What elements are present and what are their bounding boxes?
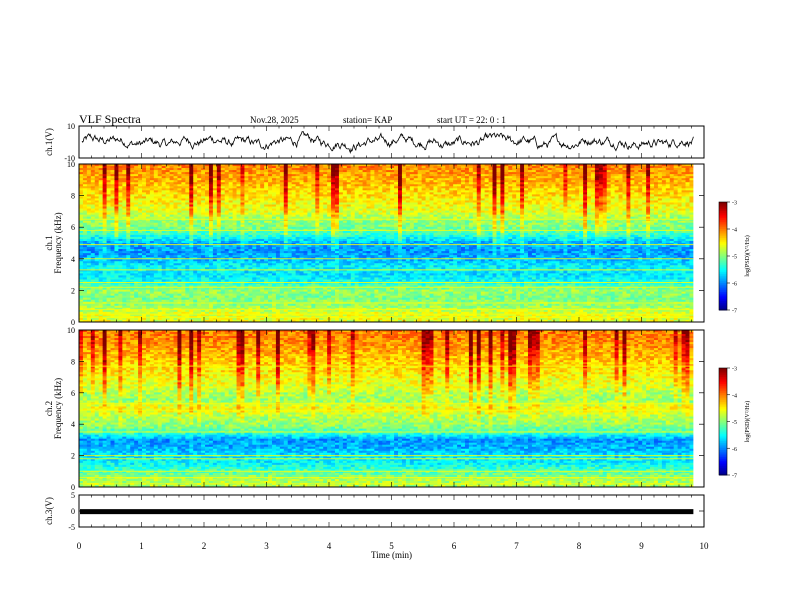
time-tick-label: 7 [514,541,519,551]
ch1-waveform-panel: 10 -10 ch.1(V) [44,122,705,163]
ch1-waveform-tick-label: -10 [64,154,75,163]
time-tick-label: 5 [389,541,394,551]
colorbar-tick-label: -7 [732,309,737,315]
ch2-frequency-tick-label: 10 [67,326,75,335]
colorbar-tick-label: -6 [732,282,737,288]
ch1-waveform-ylabel: ch.1(V) [44,128,54,156]
colorbar-tick-label: -5 [732,255,737,261]
time-axis: 0 1 2 3 4 5 6 7 8 9 10 Time (min) [77,541,709,560]
time-tick-label: 2 [202,541,207,551]
ch3-waveform-ylabel: ch.3(V) [44,497,54,525]
colorbar-tick-label: -5 [732,420,737,426]
ch3-waveform-tick-label: 5 [71,491,75,500]
colorbar-label: log(PSD)(V²/Hz) [744,401,751,442]
colorbar-tick-label: -3 [732,201,737,207]
ch1-spectrogram-panel: 0 2 4 6 8 10 ch.1Frequency (kHz) [44,160,705,327]
time-tick-label: 10 [700,541,710,551]
ch2-spectrogram-panel: 0 2 4 6 8 10 ch.2Frequency (kHz) [44,326,705,492]
time-tick-label: 8 [577,541,582,551]
ch3-waveform-panel: 5 0 -5 ch.3(V) [44,491,705,532]
ch2-frequency-tick-label: 0 [71,483,75,492]
colorbar-tick-label: -4 [732,228,737,234]
time-tick-label: 3 [264,541,269,551]
ch1-frequency-tick-label: 0 [71,318,75,327]
colorbar-tick-label: -7 [732,474,737,480]
time-tick-label: 6 [452,541,457,551]
ch1-waveform-line [81,131,694,155]
ch1-frequency-tick-label: 4 [71,255,75,264]
colorbar-tick-label: -6 [732,447,737,453]
chart-title: VLF Spectra [79,112,141,126]
station-label: station= KAP [343,115,392,125]
colorbar-tick-label: -4 [732,393,737,399]
ch2-colorbar: -3 -4 -5 -6 -7 log(PSD)(V²/Hz) [718,367,751,480]
time-tick-label: 0 [77,541,82,551]
colorbar-label: log(PSD)(V²/Hz) [744,235,751,276]
time-axis-label: Time (min) [371,550,412,560]
colorbar-tick-label: -3 [732,367,737,373]
ch1-frequency-tick-label: 2 [71,286,75,295]
ch3-waveform-line [80,509,694,515]
time-tick-label: 4 [327,541,332,551]
ch2-frequency-tick-label: 8 [71,357,75,366]
ch1-frequency-ylabel: ch.1Frequency (kHz) [44,212,63,273]
ch2-frequency-ylabel: ch.2Frequency (kHz) [44,378,63,439]
ch1-frequency-tick-label: 10 [67,160,75,169]
time-tick-label: 9 [639,541,644,551]
time-tick-label: 1 [139,541,144,551]
spectrogram-cells [79,164,694,323]
ch2-frequency-tick-label: 2 [71,452,75,461]
ch2-frequency-tick-label: 4 [71,420,75,429]
ch3-waveform-tick-label: 0 [71,507,75,516]
ch2-frequency-tick-label: 6 [71,389,75,398]
ch3-waveform-tick-label: -5 [68,523,75,532]
ch1-waveform-tick-label: 10 [67,122,75,131]
ch1-colorbar: -3 -4 -5 -6 -7 log(PSD)(V²/Hz) [718,201,751,315]
spectrogram-cells [79,330,694,488]
ch1-frequency-tick-label: 8 [71,192,75,201]
ch1-frequency-tick-label: 6 [71,223,75,232]
start-time-label: start UT = 22: 0 : 1 [437,115,506,125]
date-label: Nov.28, 2025 [250,115,299,125]
